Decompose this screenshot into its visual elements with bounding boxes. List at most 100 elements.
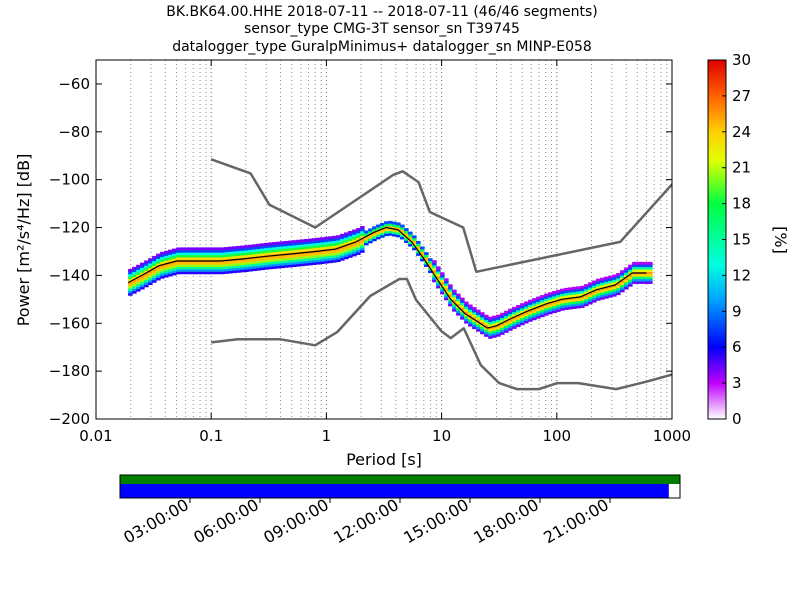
heatmap-cell xyxy=(304,255,309,259)
heatmap-cell xyxy=(224,251,229,255)
heatmap-cell xyxy=(620,272,625,276)
heatmap-cell xyxy=(496,324,501,328)
heatmap-cell xyxy=(360,230,365,234)
heatmap-cell xyxy=(336,249,341,253)
heatmap-cell xyxy=(524,308,529,312)
heatmap-cell xyxy=(476,314,481,318)
heatmap-cell xyxy=(604,295,609,299)
heatmap-cell xyxy=(252,261,257,264)
heatmap-cell xyxy=(456,300,461,304)
heatmap-cell xyxy=(208,264,213,268)
heatmap-cell xyxy=(524,318,529,322)
heatmap-cell xyxy=(288,242,293,246)
heatmap-cell xyxy=(564,304,569,308)
heatmap-cell xyxy=(604,293,609,297)
heatmap-cell xyxy=(132,266,137,270)
heatmap-cell xyxy=(356,244,361,248)
heatmap-cell xyxy=(516,319,521,323)
heatmap-cell xyxy=(496,331,501,335)
heatmap-cell xyxy=(216,256,221,260)
heatmap-cell xyxy=(568,301,573,305)
heatmap-cell xyxy=(448,298,453,302)
heatmap-cell xyxy=(256,267,261,271)
heatmap-cell xyxy=(452,296,457,300)
heatmap-cell xyxy=(256,253,261,257)
heatmap-cell xyxy=(216,254,221,258)
heatmap-cell xyxy=(332,245,337,249)
heatmap-cell xyxy=(432,267,437,271)
heatmap-cell xyxy=(560,293,565,297)
heatmap-cell xyxy=(188,252,193,256)
heatmap-cell xyxy=(356,230,361,234)
heatmap-cell xyxy=(184,261,189,265)
heatmap-cell xyxy=(568,289,573,293)
heatmap-cell xyxy=(280,260,285,264)
heatmap-cell xyxy=(144,262,149,266)
heatmap-cell xyxy=(580,293,585,296)
heatmap-cell xyxy=(260,264,265,268)
heatmap-cell xyxy=(320,246,325,250)
heatmap-cell xyxy=(380,222,385,226)
heatmap-cell xyxy=(396,222,401,226)
heatmap-cell xyxy=(528,314,533,317)
heatmap-cell xyxy=(148,267,153,271)
heatmap-cell xyxy=(148,277,153,281)
heatmap-cell xyxy=(328,255,333,259)
heatmap-cell xyxy=(460,314,465,318)
heatmap-cell xyxy=(592,282,597,286)
heatmap-cell xyxy=(644,269,649,272)
heatmap-cell xyxy=(356,240,361,243)
heatmap-cell xyxy=(332,240,337,244)
heatmap-cell xyxy=(216,264,221,268)
heatmap-cell xyxy=(608,292,613,296)
heatmap-cell xyxy=(624,272,629,276)
heatmap-cell xyxy=(188,254,193,258)
heatmap-cell xyxy=(520,312,525,316)
heatmap-cell xyxy=(420,251,425,255)
heatmap-cell xyxy=(352,229,357,233)
heatmap-cell xyxy=(284,245,289,249)
heatmap-cell xyxy=(144,282,149,285)
heatmap-cell xyxy=(204,268,209,272)
heatmap-cell xyxy=(128,278,133,282)
heatmap-cell xyxy=(476,319,481,323)
heatmap-cell xyxy=(136,283,141,287)
heatmap-cell xyxy=(516,314,521,318)
heatmap-cell xyxy=(616,275,621,279)
heatmap-cell xyxy=(160,266,165,270)
heatmap-cell xyxy=(560,300,565,304)
heatmap-cell xyxy=(628,278,633,282)
heatmap-cell xyxy=(288,259,293,263)
heatmap-cell xyxy=(156,256,161,259)
heatmap-cell xyxy=(552,305,557,309)
heatmap-cell xyxy=(400,236,405,240)
heatmap-cell xyxy=(472,311,477,315)
heatmap-cell xyxy=(328,245,333,249)
heatmap-cell xyxy=(432,260,437,264)
heatmap-cell xyxy=(520,322,525,326)
heatmap-cell xyxy=(372,235,377,239)
heatmap-cell xyxy=(136,276,141,280)
heatmap-cell xyxy=(168,259,173,263)
heatmap-cell xyxy=(448,293,453,297)
heatmap-cell xyxy=(352,243,357,247)
heatmap-cell xyxy=(352,234,357,238)
heatmap-cell xyxy=(324,255,329,259)
heatmap-cell xyxy=(648,271,653,275)
heatmap-cell xyxy=(512,318,517,322)
heatmap-cell xyxy=(364,230,369,234)
heatmap-cell xyxy=(600,289,605,293)
heatmap-cell xyxy=(224,268,229,272)
heatmap-cell xyxy=(328,236,333,240)
heatmap-cell xyxy=(504,317,509,321)
heatmap-cell xyxy=(404,230,409,234)
heatmap-cell xyxy=(192,266,197,270)
heatmap-cell xyxy=(608,282,613,286)
heatmap-cell xyxy=(588,282,593,286)
heatmap-cell xyxy=(340,248,345,252)
heatmap-cell xyxy=(548,292,553,296)
heatmap-cell xyxy=(340,236,345,240)
heatmap-cell xyxy=(540,314,545,318)
heatmap-cell xyxy=(128,285,133,289)
